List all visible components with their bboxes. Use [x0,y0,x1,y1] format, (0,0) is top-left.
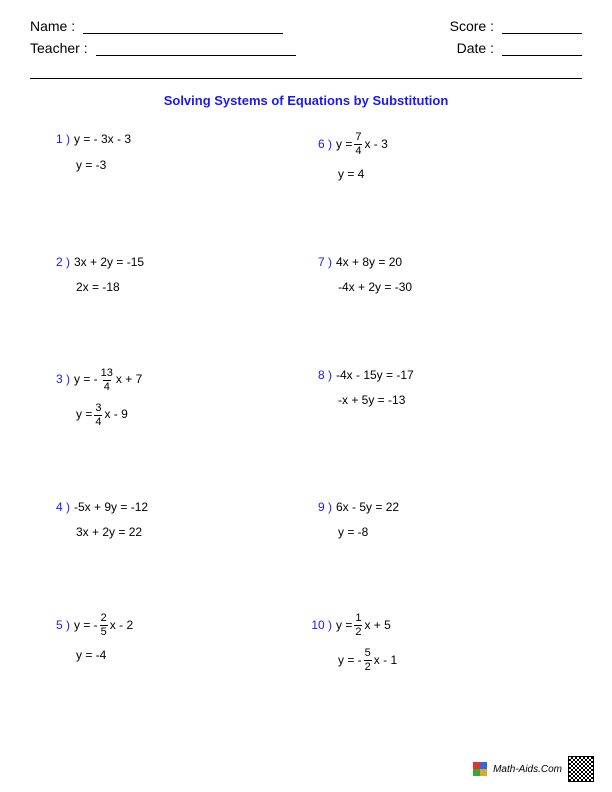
problem-number: 3 ) [48,372,70,388]
score-label: Score : [450,18,494,34]
problem-number: 7 ) [310,255,332,271]
fraction: 74 [354,132,362,157]
problem: 10 )y = 12x + 5 y = - 52x - 1 [310,613,572,683]
equation-1: 6 )y = 74x - 3 [310,132,572,157]
eq-text: y = -4 [76,648,106,664]
fraction: 34 [94,403,102,428]
qr-icon [568,756,594,782]
eq-text: 3x + 2y = 22 [76,525,142,541]
equation-1: 7 )4x + 8y = 20 [310,255,572,271]
equation-2: -4x + 2y = -30 [338,280,572,296]
header-row-2: Teacher : Date : [30,40,582,56]
eq-text: y = - 3x - 3 [74,132,131,148]
equation-2: y = - 52x - 1 [338,648,572,673]
footer-site: Math-Aids.Com [493,764,562,775]
score-field: Score : [450,18,582,34]
teacher-blank [96,42,296,56]
problem-number: 5 ) [48,618,70,634]
problem: 3 )y = - 134x + 7 y = 34x - 9 [48,368,310,438]
eq-text: 6x - 5y = 22 [336,500,399,516]
equation-2: y = -3 [76,158,310,174]
equation-1: 1 )y = - 3x - 3 [48,132,310,148]
eq-text: -4x + 2y = -30 [338,280,412,296]
equation-2: y = -8 [338,525,572,541]
problem-number: 9 ) [310,500,332,516]
equation-1: 10 )y = 12x + 5 [310,613,572,638]
header-row-1: Name : Score : [30,18,582,34]
name-label: Name : [30,18,75,34]
eq-text: 2x = -18 [76,280,120,296]
equation-1: 5 )y = - 25x - 2 [48,613,310,638]
eq-text: -5x + 9y = -12 [74,500,148,516]
date-field: Date : [457,40,582,56]
name-field: Name : [30,18,283,34]
equation-2: y = 4 [338,167,572,183]
eq-text: y = -8 [338,525,368,541]
problem: 8 )-4x - 15y = -17 -x + 5y = -13 [310,368,572,438]
problem: 4 )-5x + 9y = -12 3x + 2y = 22 [48,500,310,551]
title-text: Solving Systems of Equations by Substitu… [164,93,449,108]
worksheet-header: Name : Score : Teacher : Date : [0,0,612,70]
fraction: 25 [100,613,108,638]
date-blank [502,42,582,56]
equation-2: 3x + 2y = 22 [76,525,310,541]
equation-1: 8 )-4x - 15y = -17 [310,368,572,384]
teacher-field: Teacher : [30,40,296,56]
problem-number: 8 ) [310,368,332,384]
problem-number: 6 ) [310,137,332,153]
fraction: 52 [364,648,372,673]
score-blank [502,20,582,34]
name-blank [83,20,283,34]
problem-number: 1 ) [48,132,70,148]
eq-text: y = -3 [76,158,106,174]
problem: 7 )4x + 8y = 20 -4x + 2y = -30 [310,255,572,306]
equation-2: -x + 5y = -13 [338,393,572,409]
fraction: 134 [100,368,114,393]
date-label: Date : [457,40,494,56]
problem-number: 2 ) [48,255,70,271]
header-divider [30,78,582,79]
equation-1: 2 )3x + 2y = -15 [48,255,310,271]
equation-1: 4 )-5x + 9y = -12 [48,500,310,516]
equation-2: 2x = -18 [76,280,310,296]
equation-2: y = -4 [76,648,310,664]
problem-number: 4 ) [48,500,70,516]
eq-text: 4x + 8y = 20 [336,255,402,271]
logo-icon [473,762,487,776]
worksheet-title: Solving Systems of Equations by Substitu… [0,93,612,108]
problem: 1 )y = - 3x - 3 y = -3 [48,132,310,193]
fraction: 12 [354,613,362,638]
eq-text: -x + 5y = -13 [338,393,405,409]
equation-1: 3 )y = - 134x + 7 [48,368,310,393]
eq-text: 3x + 2y = -15 [74,255,144,271]
problems-grid: 1 )y = - 3x - 3 y = -3 6 )y = 74x - 3 y = 4… [0,132,612,745]
problem-number: 10 ) [310,618,332,634]
problem: 6 )y = 74x - 3 y = 4 [310,132,572,193]
footer: Math-Aids.Com [473,756,594,782]
eq-text: -4x - 15y = -17 [336,368,414,384]
equation-2: y = 34x - 9 [76,403,310,428]
problem: 2 )3x + 2y = -15 2x = -18 [48,255,310,306]
teacher-label: Teacher : [30,40,88,56]
problem: 9 )6x - 5y = 22 y = -8 [310,500,572,551]
eq-text: y = 4 [338,167,364,183]
equation-1: 9 )6x - 5y = 22 [310,500,572,516]
problem: 5 )y = - 25x - 2 y = -4 [48,613,310,683]
